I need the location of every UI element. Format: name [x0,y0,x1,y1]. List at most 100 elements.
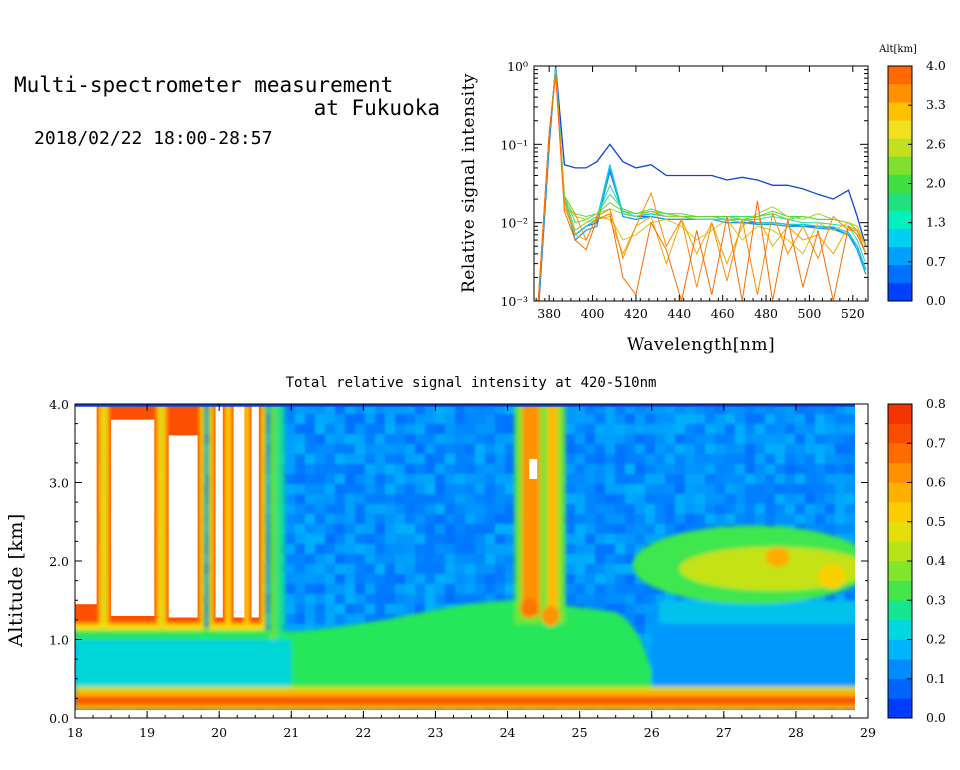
heatmap-cell [485,444,496,455]
heatmap-cell [445,424,456,435]
heatmap-cell [365,434,376,445]
heatmap-surface-upper [75,686,855,691]
heatmap-cell [325,544,336,555]
heatmap-cell [395,524,406,535]
heatmap-cell [825,424,836,435]
heatmap-cell [475,414,486,425]
heatmap-cell [665,414,676,425]
heatmap-cell [645,634,656,645]
intensity-colorbar-tick-label: 0.2 [926,632,946,647]
heatmap-cell [845,424,855,435]
heatmap-cell [335,544,346,555]
heatmap-cell [615,444,626,455]
heatmap-cell [395,464,406,475]
heatmap-cell [625,484,636,495]
heatmap-cell [735,434,746,445]
heatmap-cell [685,594,696,605]
heatmap-x-tick-label: 28 [788,725,804,740]
heatmap-cell [605,574,616,585]
heatmap-cell [815,594,826,605]
heatmap-cell [385,594,396,605]
heatmap-cell [655,534,666,545]
heatmap-cell [575,474,586,485]
heatmap-cell [325,434,336,445]
heatmap-cell [815,504,826,515]
intensity-colorbar-tick-label: 0.4 [926,553,946,568]
heatmap-cell [405,584,416,595]
heatmap-cell [655,414,666,425]
heatmap-chart: 18 19 20 21 22 23 24 25 26 27 28 29 0.0 1.0 2.0 3.0 4.0… [5,396,946,740]
heatmap-cell [815,414,826,425]
heatmap-cell [595,564,606,575]
heatmap-cell [755,454,766,465]
altitude-colorbar-tick-label: 4.0 [926,58,946,73]
heatmap-cell [415,464,426,475]
heatmap-x-ticks: 18 19 20 21 22 23 24 25 26 27 28 29 [67,404,876,740]
heatmap-cell [365,514,376,525]
heatmap-cell [595,534,606,545]
heatmap-cell [355,444,366,455]
heatmap-cell [505,414,516,425]
heatmap-cell [615,454,626,465]
heatmap-cell [365,594,376,605]
heatmap-cell [795,414,806,425]
heatmap-cell [705,454,716,465]
heatmap-cell [495,574,506,585]
heatmap-cell [285,414,296,425]
heatmap-cell [325,504,336,515]
heatmap-cell [845,474,855,485]
heatmap-cell [715,494,726,505]
heatmap-cell [335,514,346,525]
heatmap-cell [705,464,716,475]
heatmap-cell [605,544,616,555]
intensity-colorbar-swatch [888,600,912,621]
heatmap-cell [385,474,396,485]
heatmap-cell [315,554,326,565]
heatmap-cell [755,464,766,475]
heatmap-cell [595,424,606,435]
heatmap-cell [455,544,466,555]
heatmap-cell [395,414,406,425]
heatmap-cell [655,494,666,505]
heatmap-cell [855,684,866,695]
heatmap-cell [375,484,386,495]
heatmap-cell [385,414,396,425]
heatmap-cell [475,514,486,525]
heatmap-cell [575,574,586,585]
heatmap-cell [345,554,356,565]
heatmap-cell [575,534,586,545]
heatmap-cell [855,554,866,565]
heatmap-cell [405,524,416,535]
heatmap-cell [815,454,826,465]
heatmap-cell [595,574,606,585]
heatmap-cell [345,574,356,585]
heatmap-cell [635,574,646,585]
heatmap-cell [785,414,796,425]
heatmap-cell [595,414,606,425]
heatmap-cell [645,614,656,625]
heatmap-cell [505,444,516,455]
heatmap-y-tick-label: 3.0 [49,476,69,491]
heatmap-cell [315,524,326,535]
heatmap-cell [735,484,746,495]
heatmap-cell [565,434,576,445]
heatmap-cell [595,584,606,595]
heatmap-saturated-cloud [529,458,538,479]
heatmap-cell [355,594,366,605]
heatmap-cell [605,434,616,445]
heatmap-cell [585,494,596,505]
altitude-colorbar-swatch [888,102,912,121]
heatmap-cell [505,404,516,415]
heatmap-cell [325,424,336,435]
heatmap-cell [855,544,866,555]
heatmap-cell [835,434,846,445]
heatmap-cell [665,444,676,455]
heatmap-cell [355,574,366,585]
altitude-colorbar-tick-label: 0.7 [926,254,946,269]
intensity-colorbar-swatch [888,678,912,699]
heatmap-cell [465,574,476,585]
intensity-colorbar: 0.0 0.1 0.2 0.3 0.4 0.5 0.6 0.7 0.8 [887,396,946,725]
heatmap-cell [835,464,846,475]
heatmap-cell [655,464,666,475]
heatmap-cell [625,504,636,515]
